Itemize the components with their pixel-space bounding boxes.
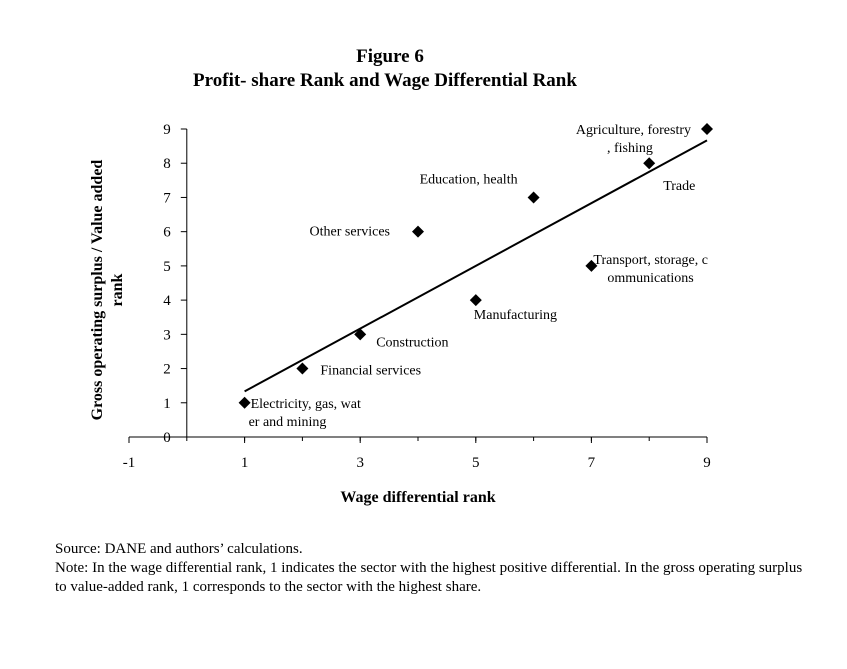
data-point	[701, 123, 713, 135]
data-label: Other services	[310, 225, 390, 240]
y-tick-label: 4	[163, 293, 171, 309]
y-tick-label: 9	[163, 122, 171, 138]
y-tick-label: 3	[163, 327, 171, 343]
y-tick-label: 8	[163, 156, 171, 172]
data-point	[354, 328, 367, 341]
chart-notes: Source: DANE and authors’ calculations. …	[55, 540, 815, 597]
data-label: Electricity, gas, wat	[251, 397, 361, 412]
y-tick-label: 7	[163, 190, 171, 206]
x-tick-label: 3	[356, 455, 364, 471]
y-tick-label: 2	[163, 362, 171, 378]
data-label: Agriculture, forestry	[576, 123, 691, 138]
data-label: Transport, storage, c	[593, 253, 708, 268]
source-note: Source: DANE and authors’ calculations.	[55, 541, 303, 557]
data-point	[469, 294, 482, 307]
data-label: Education, health	[420, 172, 518, 187]
y-tick-label: 0	[163, 430, 171, 446]
x-tick-label: 5	[472, 455, 480, 471]
data-label: Financial services	[320, 364, 421, 379]
y-tick-label: 5	[163, 259, 171, 275]
data-point	[585, 259, 598, 272]
data-label: er and mining	[249, 415, 327, 430]
x-tick-label: 1	[241, 455, 249, 471]
x-tick-label: 7	[588, 455, 596, 471]
data-point	[412, 225, 424, 238]
trendline	[244, 139, 708, 393]
data-point	[527, 191, 540, 204]
data-label: Trade	[663, 179, 695, 194]
y-axis-label-line1: Gross operating surplus / Value added	[89, 160, 106, 421]
data-point	[643, 157, 656, 170]
y-tick-label: 1	[163, 396, 171, 412]
x-tick-label: 9	[703, 455, 711, 471]
data-label: Manufacturing	[474, 308, 557, 323]
explanatory-note: Note: In the wage differential rank, 1 i…	[55, 560, 803, 595]
y-tick-label: 6	[163, 225, 171, 241]
chart-title: Figure 6	[356, 46, 424, 67]
data-point	[238, 396, 251, 409]
data-label: Construction	[376, 335, 448, 350]
data-label: ommunications	[607, 271, 693, 286]
data-point	[296, 362, 309, 375]
x-tick-label: -1	[123, 455, 136, 471]
chart-subtitle: Profit- share Rank and Wage Differential…	[193, 70, 577, 91]
y-axis-label-line2: rank	[109, 273, 126, 306]
x-axis-label: Wage differential rank	[340, 489, 495, 506]
data-label: , fishing	[607, 141, 653, 156]
